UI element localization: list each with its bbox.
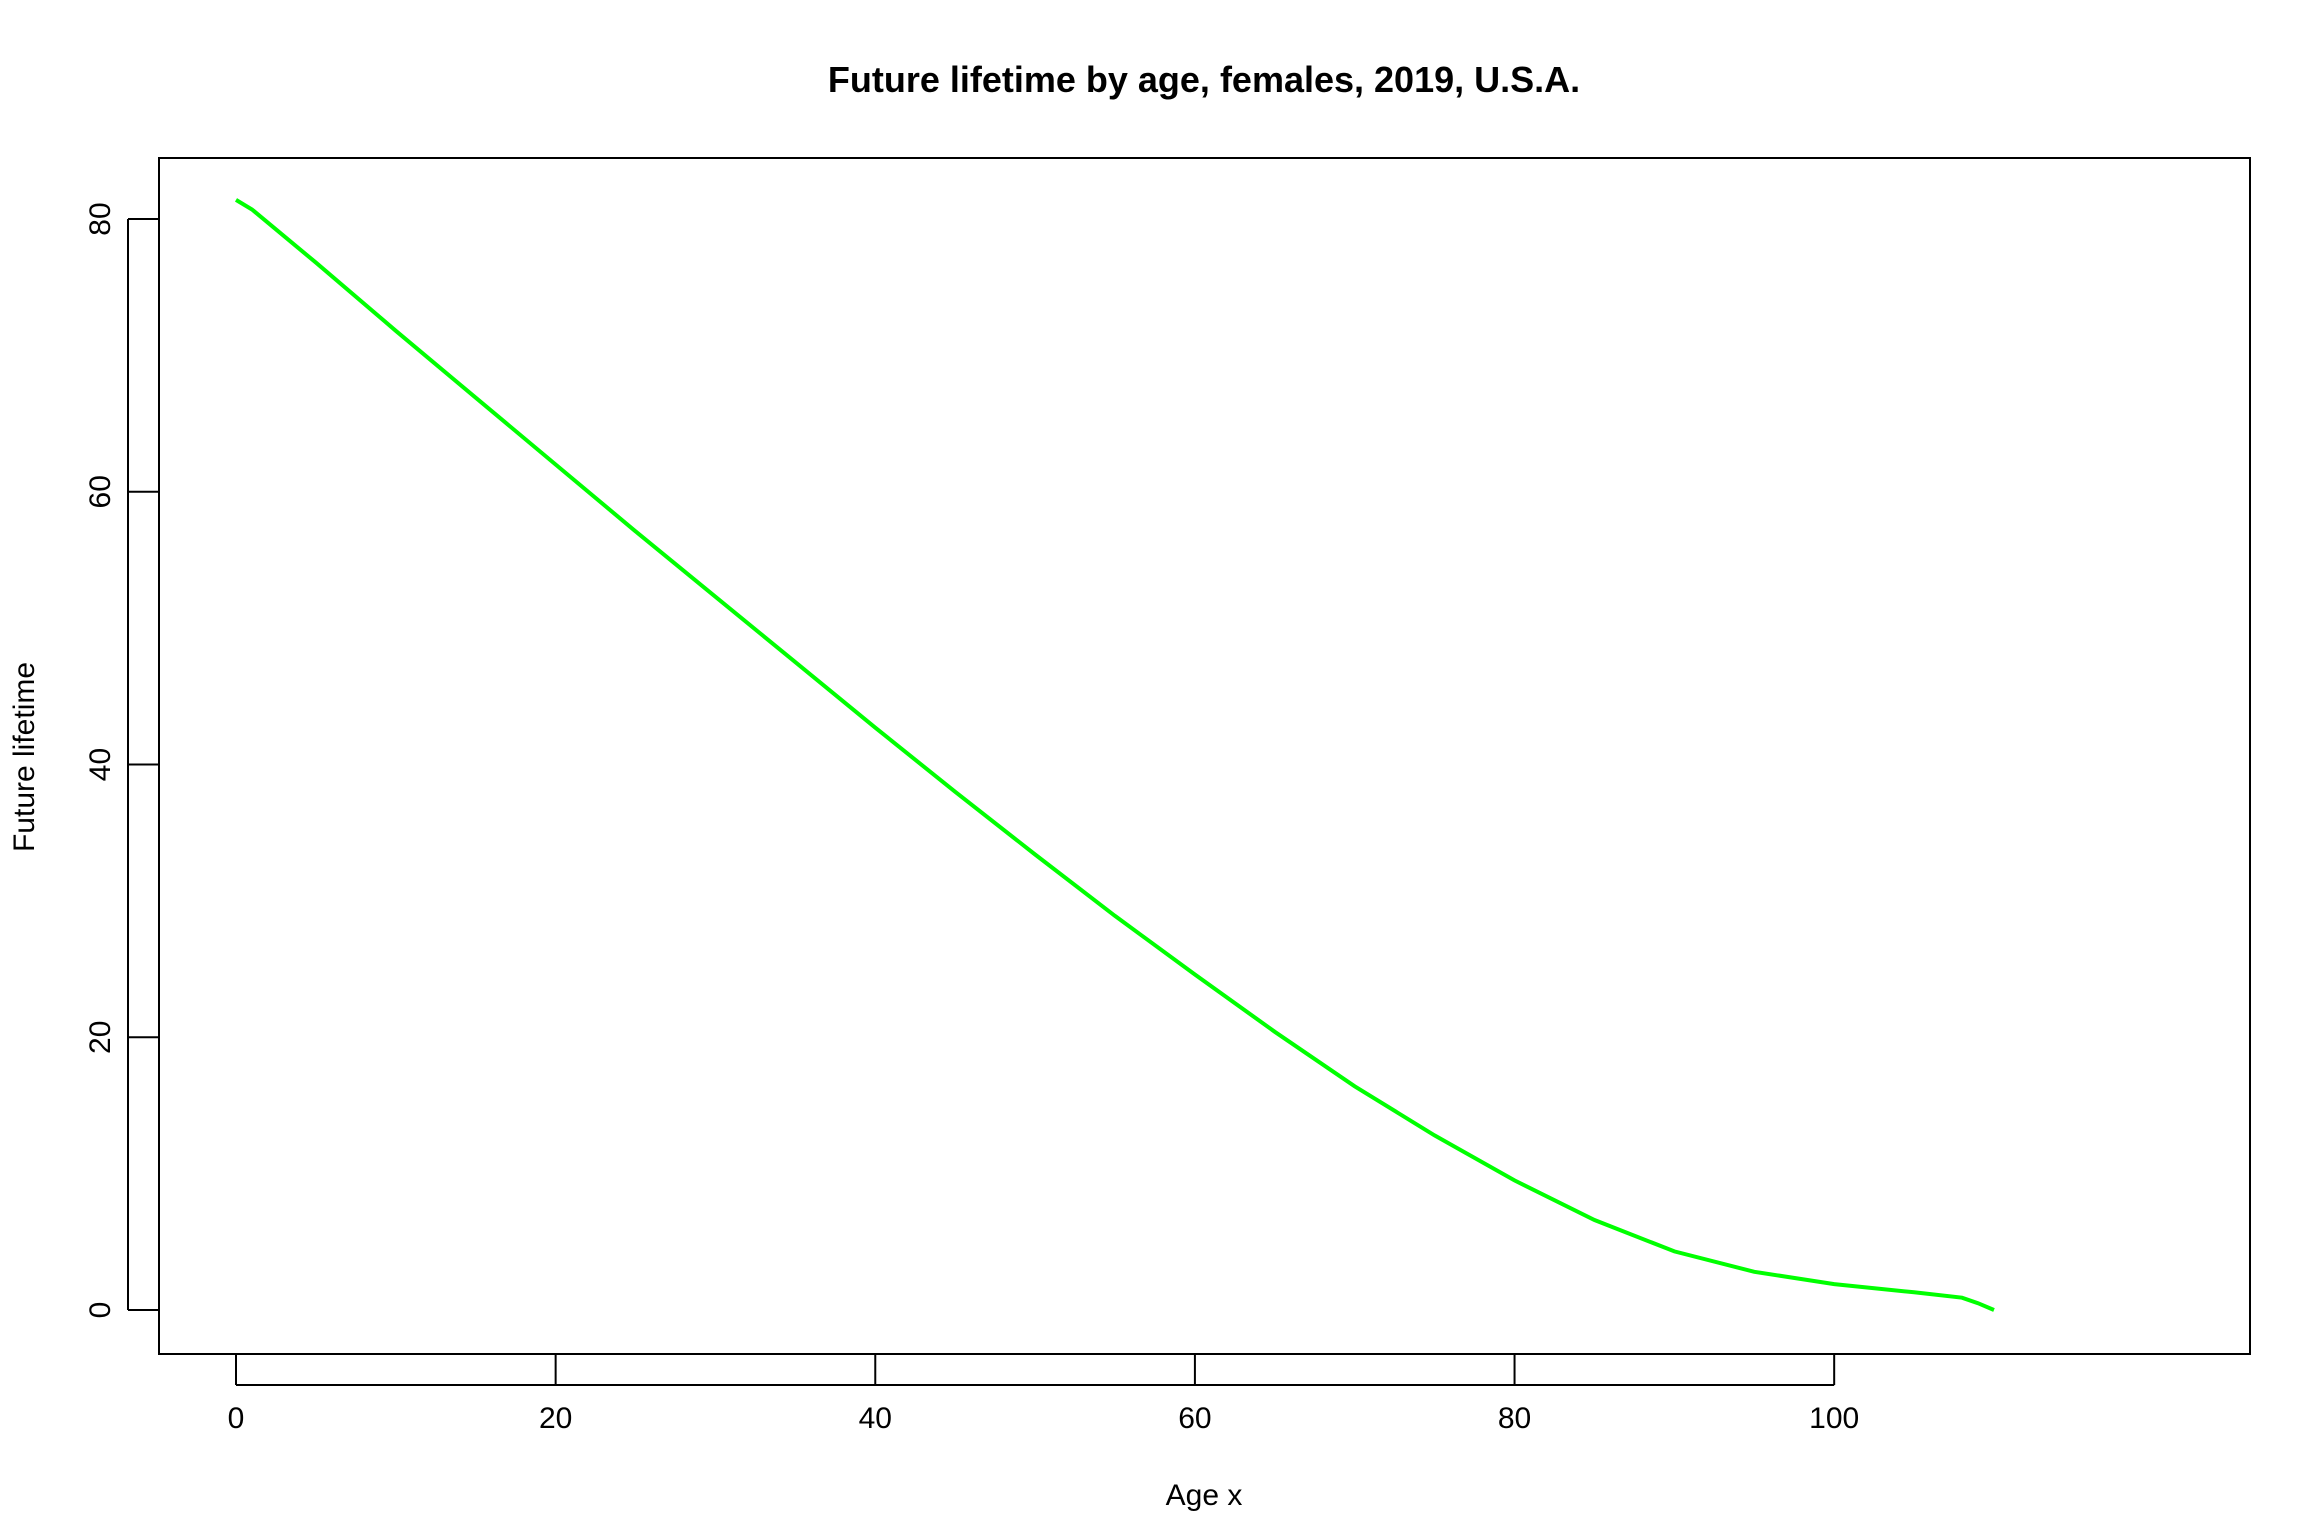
y-axis-title: Future lifetime (8, 662, 41, 852)
x-tick-label: 80 (1498, 1402, 1531, 1435)
y-tick-label: 20 (84, 1021, 117, 1054)
x-tick-label: 100 (1809, 1402, 1859, 1435)
y-tick-label: 60 (84, 475, 117, 508)
y-axis: 0 20 40 60 80 (84, 202, 159, 1318)
series-line (234, 198, 1995, 1312)
chart-title: Future lifetime by age, females, 2019, U… (828, 59, 1580, 100)
y-tick-label: 80 (84, 202, 117, 235)
y-tick-label: 0 (84, 1302, 117, 1319)
x-tick-label: 0 (228, 1402, 245, 1435)
x-axis: 0 20 40 60 80 100 (228, 1354, 1859, 1435)
y-tick-label: 40 (84, 748, 117, 781)
x-tick-label: 20 (539, 1402, 572, 1435)
x-tick-label: 40 (859, 1402, 892, 1435)
x-tick-label: 60 (1178, 1402, 1211, 1435)
x-axis-title: Age x (1166, 1479, 1243, 1512)
plot-frame (158, 157, 2251, 1355)
